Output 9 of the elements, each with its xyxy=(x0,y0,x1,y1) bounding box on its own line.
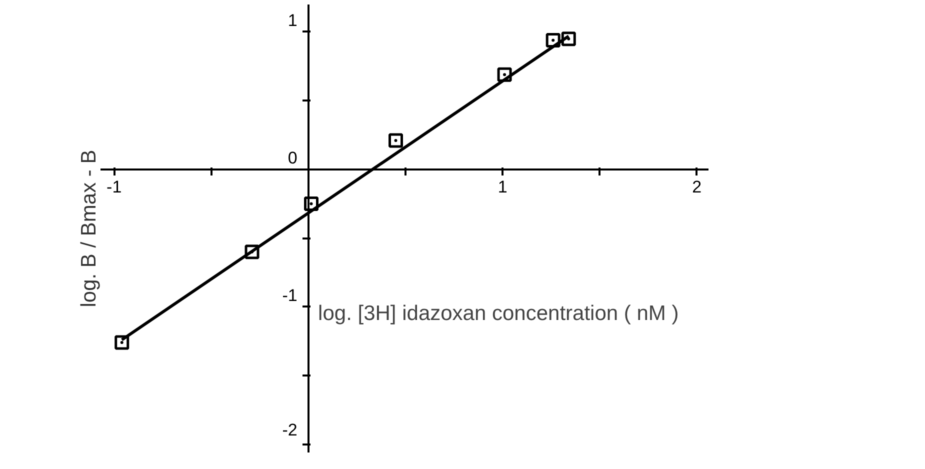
y-axis-title: log. B / Bmax - B xyxy=(78,150,100,308)
x-tick-label: 1 xyxy=(498,177,508,196)
x-tick-label: -1 xyxy=(106,177,122,196)
y-tick-label: 1 xyxy=(288,11,298,30)
y-tick-label: 0 xyxy=(288,148,298,168)
x-tick-label: 2 xyxy=(692,177,702,196)
y-tick-label: -2 xyxy=(282,420,298,440)
y-tick-label: -1 xyxy=(282,286,298,305)
x-axis-title: log. [3H] idazoxan concentration ( nM ) xyxy=(318,302,679,326)
